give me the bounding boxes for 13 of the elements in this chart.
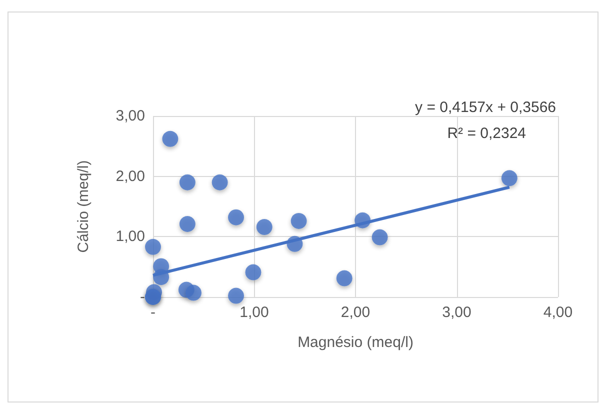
x-tick-label: 2,00 — [340, 304, 370, 321]
y-tick-label: 1,00 — [116, 228, 145, 246]
x-tick-label: 4,00 — [543, 304, 573, 321]
text: y = 0,4157x + 0,3566 — [415, 99, 556, 116]
y-axis-title: Cálcio (meq/l) — [75, 160, 92, 253]
y-tick-label: - — [140, 288, 145, 306]
x-axis-title: Magnésio (meq/l) — [298, 334, 414, 351]
x-tick-label: 1,00 — [240, 304, 269, 321]
y-tick-label: 3,00 — [116, 108, 145, 124]
y-tick-label: 2,00 — [116, 168, 145, 185]
x-tick-label: - — [150, 304, 156, 321]
annotation: R² = 0,2324 — [447, 125, 526, 142]
x-tick-label: 3,00 — [442, 304, 472, 321]
